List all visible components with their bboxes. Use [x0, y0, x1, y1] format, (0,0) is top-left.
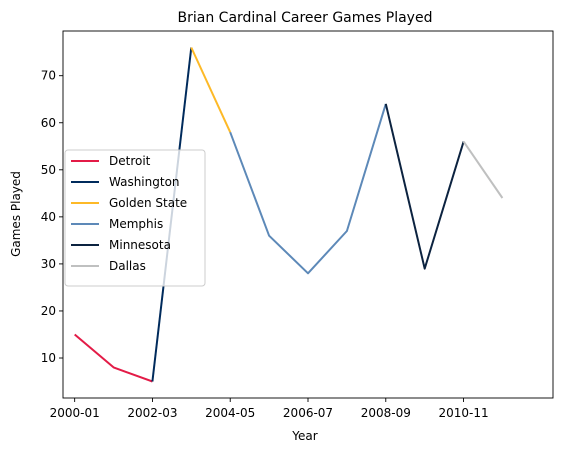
- x-tick-label: 2008-09: [361, 406, 411, 420]
- x-tick-label: 2002-03: [127, 406, 177, 420]
- x-tick-label: 2006-07: [283, 406, 333, 420]
- y-axis: 10 20 30 40 50 60 70: [41, 69, 63, 365]
- legend-label: Golden State: [109, 196, 187, 210]
- y-tick-label: 20: [41, 304, 56, 318]
- x-axis: 2000-01 2002-03 2004-05 2006-07 2008-09 2010-…: [50, 398, 489, 420]
- series-line-memphis: [230, 104, 386, 273]
- y-tick-label: 50: [41, 163, 56, 177]
- x-axis-title: Year: [291, 429, 317, 443]
- x-tick-label: 2004-05: [205, 406, 255, 420]
- x-tick-label: 2010-11: [438, 406, 488, 420]
- legend: Detroit Washington Golden State Memphis Minn…: [65, 150, 205, 286]
- legend-label: Washington: [109, 175, 180, 189]
- legend-label: Memphis: [109, 217, 163, 231]
- y-tick-label: 40: [41, 210, 56, 224]
- y-axis-title: Games Played: [9, 171, 23, 257]
- y-tick-label: 10: [41, 351, 56, 365]
- series-line-golden-state: [191, 48, 230, 133]
- legend-label: Minnesota: [109, 238, 171, 252]
- legend-label: Dallas: [109, 259, 146, 273]
- legend-label: Detroit: [109, 154, 151, 168]
- series-line-detroit: [75, 335, 153, 382]
- series-line-dallas: [464, 142, 503, 198]
- y-tick-label: 60: [41, 116, 56, 130]
- chart-title: Brian Cardinal Career Games Played: [178, 10, 433, 26]
- y-tick-label: 30: [41, 257, 56, 271]
- series-line-minnesota: [386, 104, 464, 269]
- x-tick-label: 2000-01: [50, 406, 100, 420]
- y-tick-label: 70: [41, 69, 56, 83]
